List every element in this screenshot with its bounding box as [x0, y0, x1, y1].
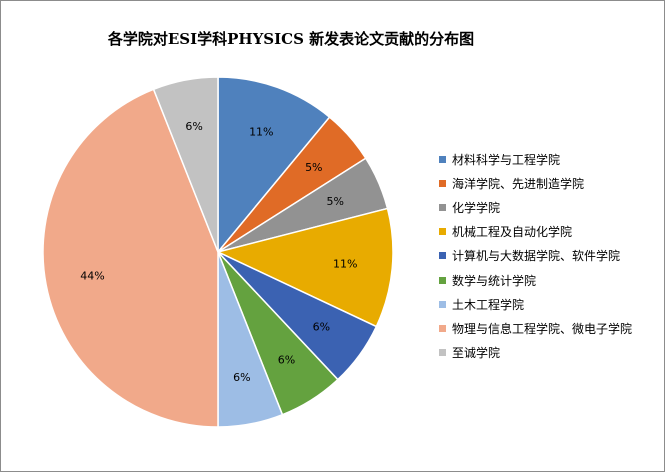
legend-swatch: [439, 179, 446, 187]
chart-title: 各学院对ESI学科PHYSICS 新发表论文贡献的分布图: [107, 30, 475, 48]
slice-data-label: 6%: [233, 371, 250, 384]
pie-slice-1: [217, 76, 331, 255]
pie-slice-9: [152, 76, 219, 253]
legend-swatch: [439, 349, 446, 357]
legend-swatch: [439, 276, 446, 284]
legend-label: 海洋学院、先进制造学院: [452, 176, 585, 191]
legend-item: 海洋学院、先进制造学院: [439, 171, 632, 195]
legend-item: 机械工程及自动化学院: [439, 220, 632, 244]
slice-data-label: 5%: [326, 195, 343, 208]
pie-slice-8: [42, 88, 219, 428]
legend-swatch: [439, 300, 446, 308]
legend-item: 至诚学院: [439, 341, 632, 365]
legend-label: 至诚学院: [452, 346, 501, 361]
slice-data-label: 44%: [80, 269, 104, 282]
pie-slice-4: [215, 207, 394, 328]
slice-data-label: 5%: [305, 161, 322, 174]
legend-label: 物理与信息工程学院、微电子学院: [452, 321, 633, 336]
legend-label: 机械工程及自动化学院: [452, 225, 573, 240]
legend-swatch: [439, 155, 446, 163]
legend-swatch: [439, 252, 446, 260]
slice-data-label: 6%: [278, 353, 295, 366]
slice-data-label: 6%: [313, 321, 330, 334]
legend-swatch: [439, 203, 446, 211]
legend-item: 计算机与大数据学院、软件学院: [439, 244, 632, 268]
chart-legend: 材料科学与工程学院海洋学院、先进制造学院 化学学院机械工程及自动化学院计算机与大数…: [439, 147, 632, 365]
slice-data-label: 11%: [249, 125, 273, 138]
legend-item: 物理与信息工程学院、微电子学院: [439, 316, 632, 340]
legend-label: 土木工程学院: [452, 297, 525, 312]
slice-data-label: 6%: [185, 120, 202, 133]
legend-label: 数学与统计学院: [452, 273, 537, 288]
legend-item: 材料科学与工程学院: [439, 147, 632, 171]
slice-data-label: 11%: [333, 258, 357, 271]
legend-item: 土木工程学院: [439, 292, 632, 316]
legend-swatch: [439, 228, 446, 236]
legend-item: 化学学院: [439, 195, 632, 219]
legend-label: 材料科学与工程学院: [452, 152, 561, 167]
legend-label: 化学学院: [452, 200, 501, 215]
legend-swatch: [439, 324, 446, 332]
legend-item: 数学与统计学院: [439, 268, 632, 292]
legend-label: 计算机与大数据学院、软件学院: [452, 249, 621, 264]
